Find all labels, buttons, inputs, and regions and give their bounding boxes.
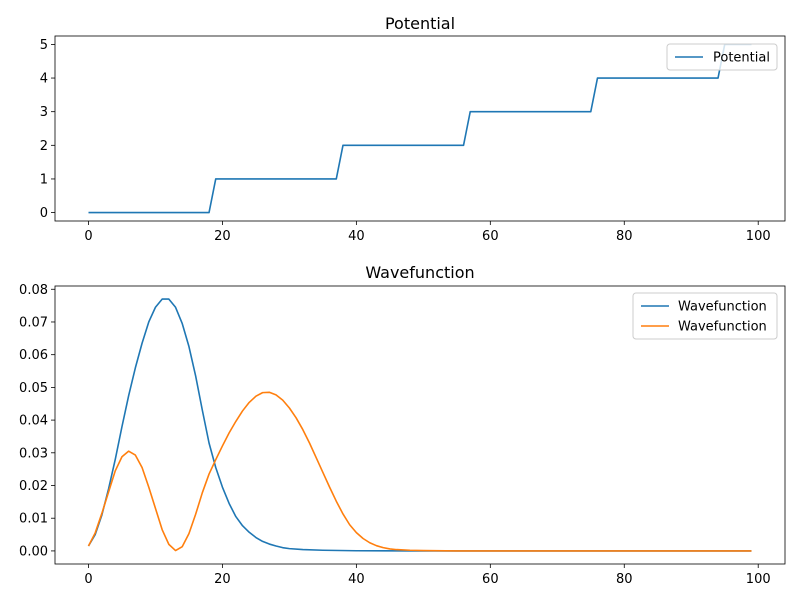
x-tick-label: 60: [482, 229, 499, 244]
x-tick-label: 0: [84, 229, 92, 244]
y-tick-label: 5: [40, 38, 48, 53]
x-tick-label: 40: [348, 229, 365, 244]
series-line: [87, 391, 752, 552]
x-tick-label: 80: [616, 229, 633, 244]
legend-label: Potential: [713, 51, 770, 66]
x-tick-label: 0: [84, 572, 92, 587]
series-line: [87, 298, 752, 552]
chart-title: Wavefunction: [365, 263, 474, 282]
x-tick-label: 20: [214, 229, 231, 244]
y-tick-label: 0.05: [19, 381, 48, 396]
x-tick-label: 20: [214, 572, 231, 587]
y-tick-label: 0.00: [19, 544, 48, 559]
y-tick-label: 2: [40, 139, 48, 154]
y-tick-label: 0.06: [19, 348, 48, 363]
y-tick-label: 4: [40, 72, 48, 87]
y-tick-label: 0.07: [19, 315, 48, 330]
legend-box: [632, 292, 778, 340]
legend: Potential: [666, 43, 778, 71]
legend-box: [666, 43, 778, 71]
y-tick-label: 0.04: [19, 414, 48, 429]
y-tick-label: 3: [40, 105, 48, 120]
y-tick-label: 0.01: [19, 512, 48, 527]
potential-chart: Potential 0 20 40 60 80 100 0 1 2 3 4 5 Potential: [40, 14, 786, 244]
series-line: [88, 43, 752, 214]
x-tick-label: 60: [482, 572, 499, 587]
chart-title: Potential: [385, 14, 455, 33]
plot-area: 0 20 40 60 80 100 0.00 0.01 0.02 0.03 0.04 0.05 0.06…: [19, 283, 771, 587]
axes-frame: [54, 35, 786, 222]
axes-frame: [54, 285, 786, 565]
x-tick-label: 80: [616, 572, 633, 587]
x-tick-label: 40: [348, 572, 365, 587]
legend-label: Wavefunction: [678, 300, 767, 315]
y-tick-label: 0.03: [19, 446, 48, 461]
y-tick-label: 0.02: [19, 479, 48, 494]
y-tick-label: 1: [40, 172, 48, 187]
x-tick-label: 100: [746, 572, 771, 587]
legend: Wavefunction Wavefunction: [632, 292, 778, 340]
wavefunction-chart: Wavefunction 0 20 40 60 80 100 0.00 0.01 0.02 0.0…: [19, 263, 786, 587]
legend-label: Wavefunction: [678, 320, 767, 335]
x-tick-label: 100: [746, 229, 771, 244]
y-tick-label: 0: [40, 206, 48, 221]
y-tick-label: 0.08: [19, 283, 48, 298]
plot-area: 0 20 40 60 80 100 0 1 2 3 4 5: [40, 38, 771, 244]
